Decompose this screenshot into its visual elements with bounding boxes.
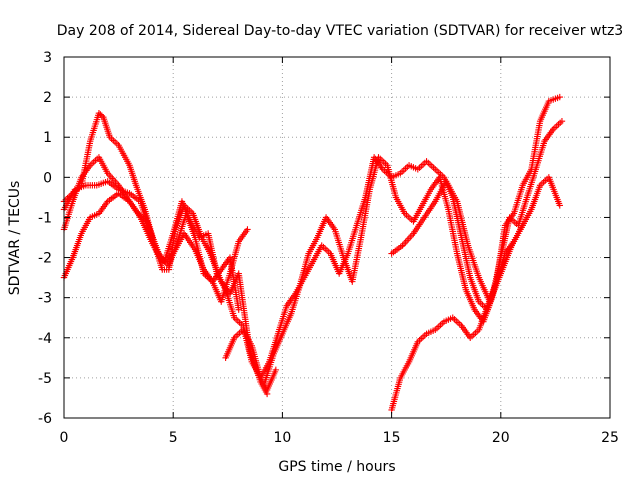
data-point bbox=[556, 93, 563, 101]
y-tick-label: 1 bbox=[43, 130, 52, 146]
series-track-a bbox=[60, 109, 271, 398]
y-tick-label: -4 bbox=[38, 331, 52, 347]
data-point bbox=[98, 112, 106, 120]
x-axis-label: GPS time / hours bbox=[278, 459, 395, 475]
data-point bbox=[244, 226, 251, 233]
y-tick-label: 3 bbox=[43, 50, 52, 66]
data-point bbox=[556, 202, 563, 209]
tick-labels: 0 5 10 15 20 25 -6 -5 -4 -3 -2 -1 0 1 2 3 bbox=[38, 50, 619, 446]
grid-lines bbox=[64, 57, 610, 418]
series-track-b bbox=[60, 154, 280, 394]
x-tick-label: 15 bbox=[383, 430, 401, 446]
x-tick-label: 5 bbox=[169, 430, 178, 446]
y-tick-label: -3 bbox=[38, 291, 52, 307]
data-point bbox=[235, 306, 242, 313]
y-tick-label: 0 bbox=[43, 170, 52, 186]
series-track-f bbox=[261, 117, 566, 386]
y-tick-label: -5 bbox=[38, 371, 52, 387]
series-track-h bbox=[388, 178, 526, 305]
plot-frame bbox=[63, 56, 611, 419]
x-tick-label: 0 bbox=[60, 430, 69, 446]
x-tick-label: 25 bbox=[601, 430, 619, 446]
axis-ticks bbox=[63, 56, 611, 419]
data-point bbox=[519, 222, 526, 229]
y-tick-label: -6 bbox=[38, 411, 52, 427]
y-tick-label: -2 bbox=[38, 251, 52, 267]
data-marks bbox=[60, 93, 566, 414]
y-axis-label: SDTVAR / TECUs bbox=[7, 181, 23, 296]
data-point bbox=[272, 366, 280, 374]
data-point bbox=[558, 117, 566, 125]
y-tick-label: -1 bbox=[38, 210, 52, 226]
series-track-d bbox=[60, 190, 251, 305]
y-tick-label: 2 bbox=[43, 90, 52, 106]
x-tick-label: 20 bbox=[492, 430, 510, 446]
chart-title: Day 208 of 2014, Sidereal Day-to-day VTE… bbox=[57, 23, 623, 39]
x-tick-label: 10 bbox=[273, 430, 291, 446]
